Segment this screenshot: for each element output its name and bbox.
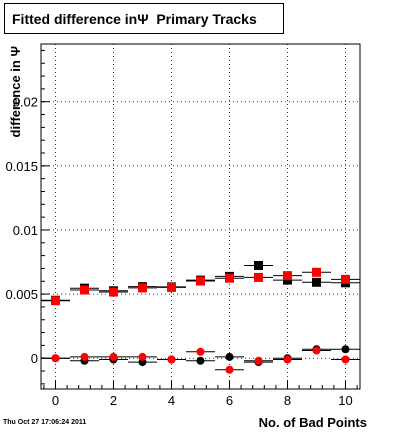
data-point-square xyxy=(254,260,263,270)
chart-title: Fitted difference inΨ Primary Tracks xyxy=(4,3,284,34)
data-point-circle xyxy=(225,352,234,361)
data-point-circle xyxy=(312,346,321,355)
data-point-circle xyxy=(138,352,147,361)
data-point-square xyxy=(283,271,292,281)
x-tick-label: 6 xyxy=(226,393,233,408)
data-point-square xyxy=(312,277,321,287)
plot-frame xyxy=(40,43,361,390)
timestamp: Thu Oct 27 17:06:24 2011 xyxy=(3,419,87,426)
x-tick-label: 10 xyxy=(338,393,352,408)
data-point-square xyxy=(138,283,147,293)
data-point-circle xyxy=(341,355,350,364)
y-tick-label: 0.02 xyxy=(13,95,38,110)
y-tick-label: 0.01 xyxy=(13,223,38,238)
data-point-square xyxy=(196,276,205,286)
y-tick-label: 0.015 xyxy=(5,159,38,174)
axis-ticks: 0 2 4 6 8 10 0 0.005 0.01 0.015 0.02 xyxy=(5,49,358,408)
data-point-circle xyxy=(196,347,205,356)
x-tick-label: 4 xyxy=(168,393,175,408)
y-axis-label: difference in Ψ xyxy=(8,46,23,137)
data-point-square xyxy=(254,272,263,282)
data-point-circle xyxy=(225,365,234,374)
data-point-circle xyxy=(196,356,205,365)
grid-lines xyxy=(41,44,360,389)
data-point-square xyxy=(312,267,321,277)
y-tick-label: 0.005 xyxy=(5,287,38,302)
data-point-circle xyxy=(167,355,176,364)
data-point-circle xyxy=(254,356,263,365)
data-point-square xyxy=(225,273,234,283)
data-point-circle xyxy=(51,354,60,363)
data-point-square xyxy=(109,287,118,297)
data-point-square xyxy=(341,274,350,284)
data-point-circle xyxy=(283,355,292,364)
x-tick-label: 8 xyxy=(284,393,291,408)
data-point-square xyxy=(80,285,89,295)
data-point-circle xyxy=(80,352,89,361)
x-axis-label: No. of Bad Points xyxy=(259,415,367,430)
y-tick-label: 0 xyxy=(31,351,38,366)
data-point-square xyxy=(167,282,176,292)
data-series xyxy=(41,260,360,374)
data-point-circle xyxy=(341,345,350,354)
x-tick-label: 2 xyxy=(110,393,117,408)
x-tick-label: 0 xyxy=(52,393,59,408)
data-point-square xyxy=(51,296,60,306)
data-point-circle xyxy=(109,352,118,361)
